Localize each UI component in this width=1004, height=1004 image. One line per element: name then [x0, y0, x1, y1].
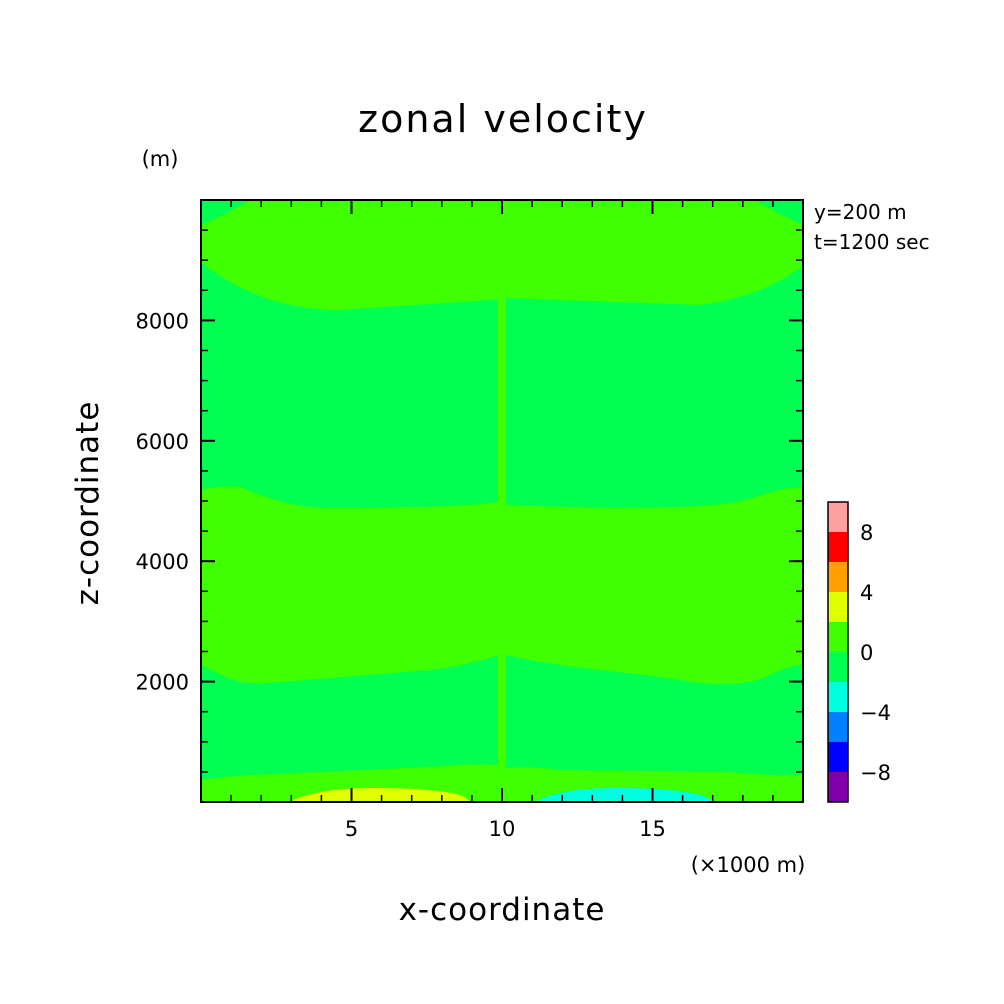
- field-region-2-4: [290, 788, 470, 802]
- field-region-minus4-minus2: [535, 788, 715, 802]
- colorbar-tick-label: 8: [860, 521, 873, 545]
- colorbar-swatch: [828, 682, 848, 712]
- x-tick-label: 5: [345, 817, 358, 841]
- colorbar-swatch: [828, 712, 848, 742]
- chart-title: zonal velocity: [358, 97, 648, 141]
- annotation-t: t=1200 sec: [814, 230, 930, 254]
- colorbar-swatch: [828, 562, 848, 592]
- colorbar-swatch: [828, 652, 848, 682]
- colorbar-swatch: [828, 532, 848, 562]
- y-axis-title: z-coordinate: [70, 401, 106, 606]
- field-region-minus2-0: [201, 262, 498, 508]
- x-tick-label: 10: [489, 817, 516, 841]
- colorbar-swatch: [828, 742, 848, 772]
- field-region-minus2-0: [201, 655, 498, 780]
- contour-field: [201, 200, 803, 802]
- x-ticks: 5 10 15: [345, 200, 666, 841]
- x-tick-label: 15: [639, 817, 666, 841]
- colorbar-frame: [827, 501, 849, 803]
- colorbar-tick-label: −8: [860, 761, 891, 785]
- colorbar-swatch: [828, 502, 848, 532]
- colorbar-swatch: [828, 592, 848, 622]
- colorbar-swatch: [828, 622, 848, 652]
- colorbar: −8 −4 0 4 8: [827, 501, 891, 803]
- y-unit-label: (m): [142, 147, 179, 171]
- field-region-minus2-0: [506, 265, 803, 508]
- colorbar-tick-label: 4: [860, 581, 873, 605]
- colorbar-tick-label: 0: [860, 641, 873, 665]
- field-region-minus2-0: [506, 655, 803, 776]
- annotation-y: y=200 m: [814, 200, 907, 224]
- y-tick-label: 6000: [136, 430, 189, 454]
- y-tick-label: 4000: [136, 550, 189, 574]
- colorbar-tick-label: −4: [860, 701, 891, 725]
- x-unit-label: (×1000 m): [691, 853, 806, 877]
- x-axis-title: x-coordinate: [399, 892, 606, 928]
- y-ticks: 2000 4000 6000 8000: [136, 309, 803, 695]
- field-region-minus2-0: [201, 200, 250, 225]
- y-tick-label: 8000: [136, 309, 189, 333]
- y-tick-label: 2000: [136, 671, 189, 695]
- field-region-minus2-0: [755, 200, 803, 225]
- colorbar-swatch: [828, 772, 848, 802]
